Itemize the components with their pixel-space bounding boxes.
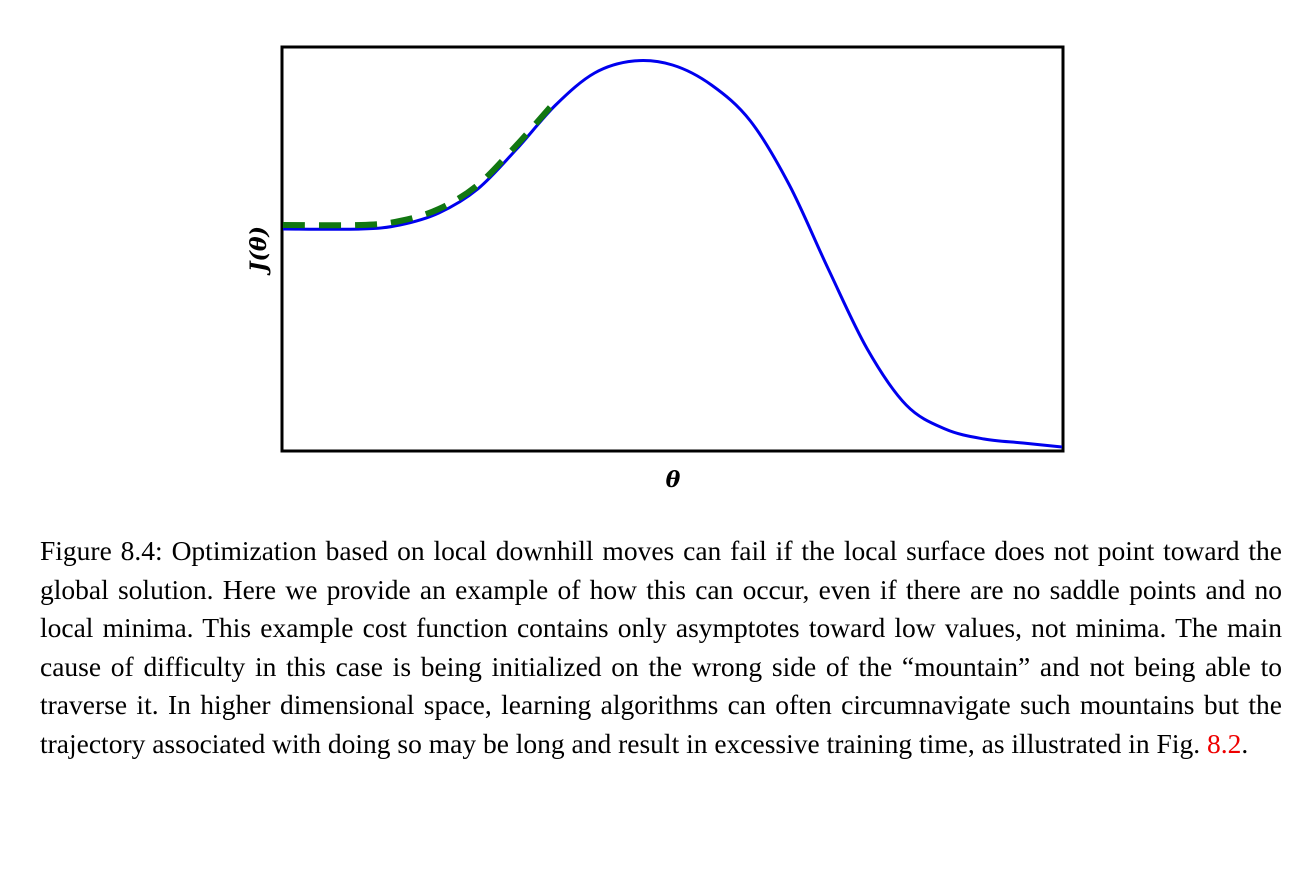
cost-function-chart: θ J(θ) [246, 45, 1065, 493]
y-axis-label: J(θ) [246, 226, 272, 276]
cost-function-curve [282, 59, 1063, 449]
figure-caption: Figure 8.4: Optimization based on local … [40, 532, 1282, 764]
dashed-trajectory-line [282, 99, 558, 229]
figure-reference-link[interactable]: 8.2 [1206, 727, 1242, 759]
caption-end: . [1241, 727, 1249, 759]
figure: θ J(θ) [246, 45, 1065, 493]
caption-text: Figure 8.4: Optimization based on local … [40, 535, 1282, 759]
x-axis-label: θ [666, 467, 681, 493]
series-layer [282, 59, 1063, 449]
plot-frame [280, 45, 1065, 453]
